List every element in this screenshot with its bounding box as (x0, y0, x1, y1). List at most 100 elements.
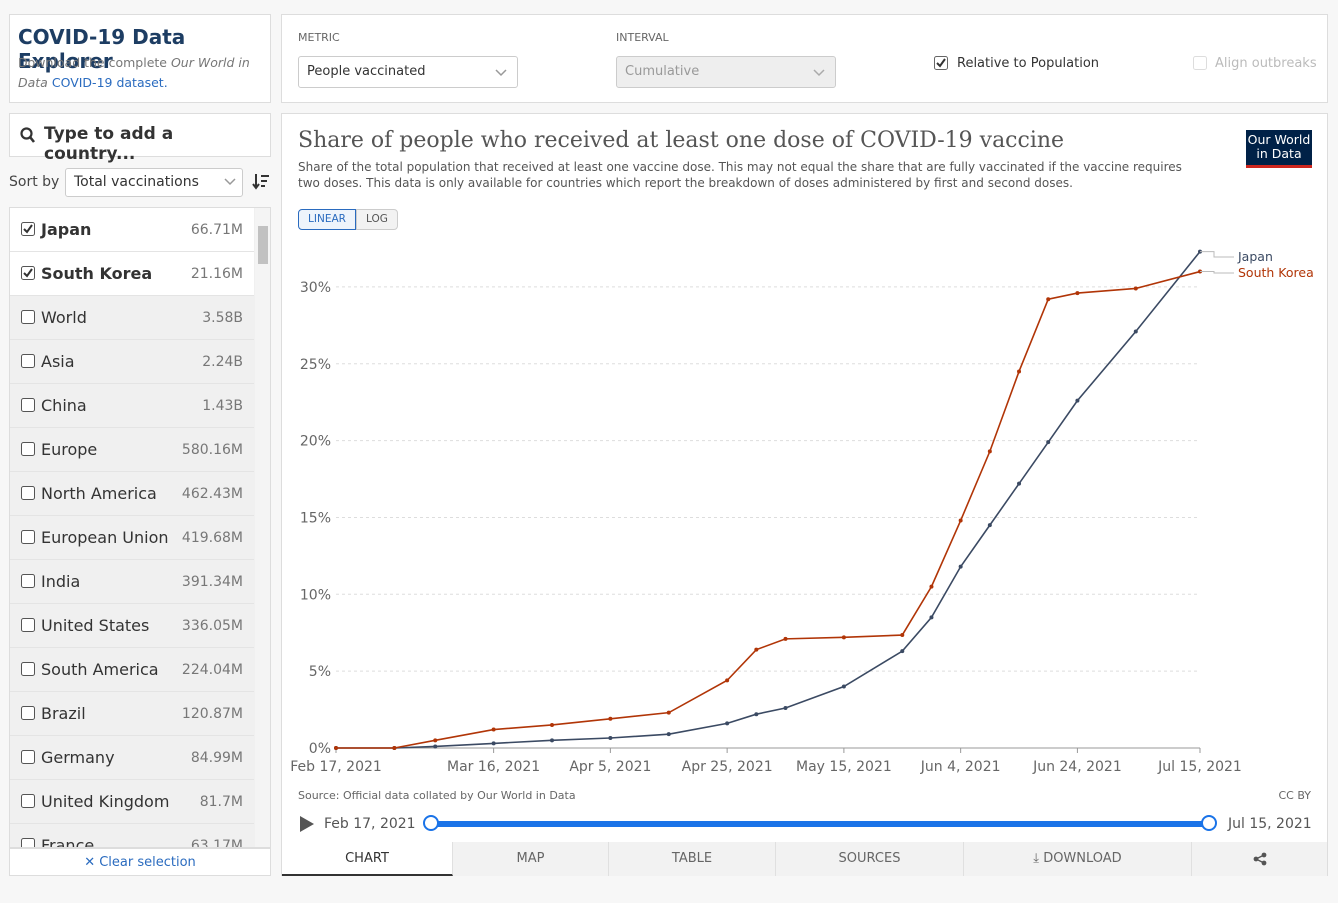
data-point (392, 746, 397, 750)
checkbox[interactable] (21, 486, 35, 500)
x-tick-label: May 15, 2021 (796, 759, 892, 775)
chart-panel: Share of people who received at least on… (281, 113, 1328, 876)
checkbox[interactable] (21, 442, 35, 456)
data-point (1046, 440, 1051, 445)
country-value: 84.99M (190, 750, 243, 766)
search-placeholder: Type to add a country... (44, 124, 174, 164)
country-row[interactable]: North America 462.43M (10, 472, 254, 516)
checkbox[interactable] (21, 794, 35, 808)
data-point (958, 518, 963, 523)
country-row[interactable]: Brazil 120.87M (10, 692, 254, 736)
country-row[interactable]: South Korea 21.16M (10, 252, 254, 296)
country-name: France (41, 836, 95, 848)
data-point (433, 744, 438, 749)
country-value: 224.04M (181, 662, 243, 678)
data-point (1046, 297, 1051, 302)
data-point (1017, 369, 1022, 374)
source: Source: Official data collated by Our Wo… (298, 789, 576, 802)
clear-button[interactable]: ✕ Clear selection (9, 848, 271, 876)
tab[interactable]: ⤓ DOWNLOAD (964, 842, 1192, 876)
data-point (433, 738, 438, 743)
country-name: Brazil (41, 704, 86, 723)
country-row[interactable]: Germany 84.99M (10, 736, 254, 780)
search-box[interactable]: Type to add a country... (9, 113, 271, 164)
align-checkbox (1193, 56, 1207, 70)
country-value: 81.7M (199, 794, 243, 810)
checkbox[interactable] (21, 618, 35, 632)
log-button[interactable]: LOG (356, 209, 398, 230)
country-row[interactable]: France 63.17M (10, 824, 254, 848)
align-label: Align outbreaks (1215, 56, 1317, 71)
checkbox[interactable] (21, 574, 35, 588)
country-name: European Union (41, 528, 169, 547)
sort-value: Total vaccinations (74, 174, 199, 190)
dataset-link[interactable]: COVID-19 dataset. (51, 75, 168, 90)
chevron (813, 69, 825, 77)
data-point (550, 722, 554, 727)
tab[interactable]: TABLE (609, 842, 776, 876)
checkbox[interactable] (21, 310, 35, 324)
header-panel: COVID-19 Data Explorer Download the comp… (9, 14, 271, 103)
x-tick-label: Apr 25, 2021 (682, 759, 773, 775)
data-point (929, 615, 934, 620)
timeline-handle[interactable] (423, 815, 439, 831)
country-row[interactable]: United Kingdom 81.7M (10, 780, 254, 824)
country-row[interactable]: South America 224.04M (10, 648, 254, 692)
share-tab[interactable] (1192, 842, 1327, 876)
data-point (666, 732, 671, 737)
timeline-handle[interactable] (1201, 815, 1217, 831)
checkbox[interactable] (21, 266, 35, 280)
tab-bar: CHART MAP TABLE SOURCES ⤓ DOWNLOAD (282, 842, 1327, 876)
checkbox[interactable] (21, 838, 35, 848)
country-row[interactable]: Europe 580.16M (10, 428, 254, 472)
metric-value: People vaccinated (307, 64, 426, 79)
tab[interactable]: CHART (282, 842, 453, 876)
scroll-thumb[interactable] (258, 226, 268, 264)
checkbox[interactable] (21, 222, 35, 236)
app-title: COVID-19 Data Explorer (18, 25, 186, 73)
plot: 0% 5% 10% 15% 20% 25% 30% Feb 17, 2021 Mar 16, 2… (290, 249, 1314, 775)
data-point (900, 649, 905, 654)
country-value: 66.71M (190, 222, 243, 238)
data-point (550, 738, 554, 743)
y-tick-label: 20% (300, 434, 331, 450)
data-point (334, 746, 338, 750)
checkbox[interactable] (21, 398, 35, 412)
checkbox[interactable] (21, 530, 35, 544)
x-tick-label: Jun 24, 2021 (1032, 759, 1122, 775)
checkbox[interactable] (21, 750, 35, 764)
country-name: North America (41, 484, 157, 503)
y-tick-label: 30% (300, 280, 331, 296)
tab[interactable]: SOURCES (776, 842, 964, 876)
logo[interactable]: Our World in Data (1246, 130, 1312, 168)
checkbox[interactable] (21, 354, 35, 368)
data-point (841, 684, 846, 689)
country-row[interactable]: Japan 66.71M (10, 208, 254, 252)
data-point (491, 727, 496, 732)
country-row[interactable]: European Union 419.68M (10, 516, 254, 560)
country-value: 3.58B (202, 310, 243, 326)
metric-select[interactable]: People vaccinated (298, 56, 518, 88)
country-name: United Kingdom (41, 792, 170, 811)
checkbox[interactable] (21, 662, 35, 676)
y-tick-label: 25% (300, 357, 331, 373)
country-row[interactable]: World 3.58B (10, 296, 254, 340)
country-row[interactable]: India 391.34M (10, 560, 254, 604)
header-description: Download the complete Our World in Data … (18, 53, 258, 93)
sort-order-icon[interactable] (252, 173, 270, 191)
linear-button[interactable]: LINEAR (298, 209, 356, 230)
country-row[interactable]: Asia 2.24B (10, 340, 254, 384)
country-value: 580.16M (181, 442, 243, 458)
country-name: Japan (41, 220, 92, 239)
country-row[interactable]: United States 336.05M (10, 604, 254, 648)
sort-select[interactable]: Total vaccinations (65, 168, 243, 197)
play-button[interactable] (300, 816, 314, 832)
relative-checkbox[interactable] (934, 56, 948, 70)
checkbox[interactable] (21, 706, 35, 720)
data-point (1133, 329, 1138, 334)
country-row[interactable]: China 1.43B (10, 384, 254, 428)
series-label: South Korea (1238, 265, 1314, 280)
tab[interactable]: MAP (453, 842, 609, 876)
data-point (754, 647, 759, 652)
